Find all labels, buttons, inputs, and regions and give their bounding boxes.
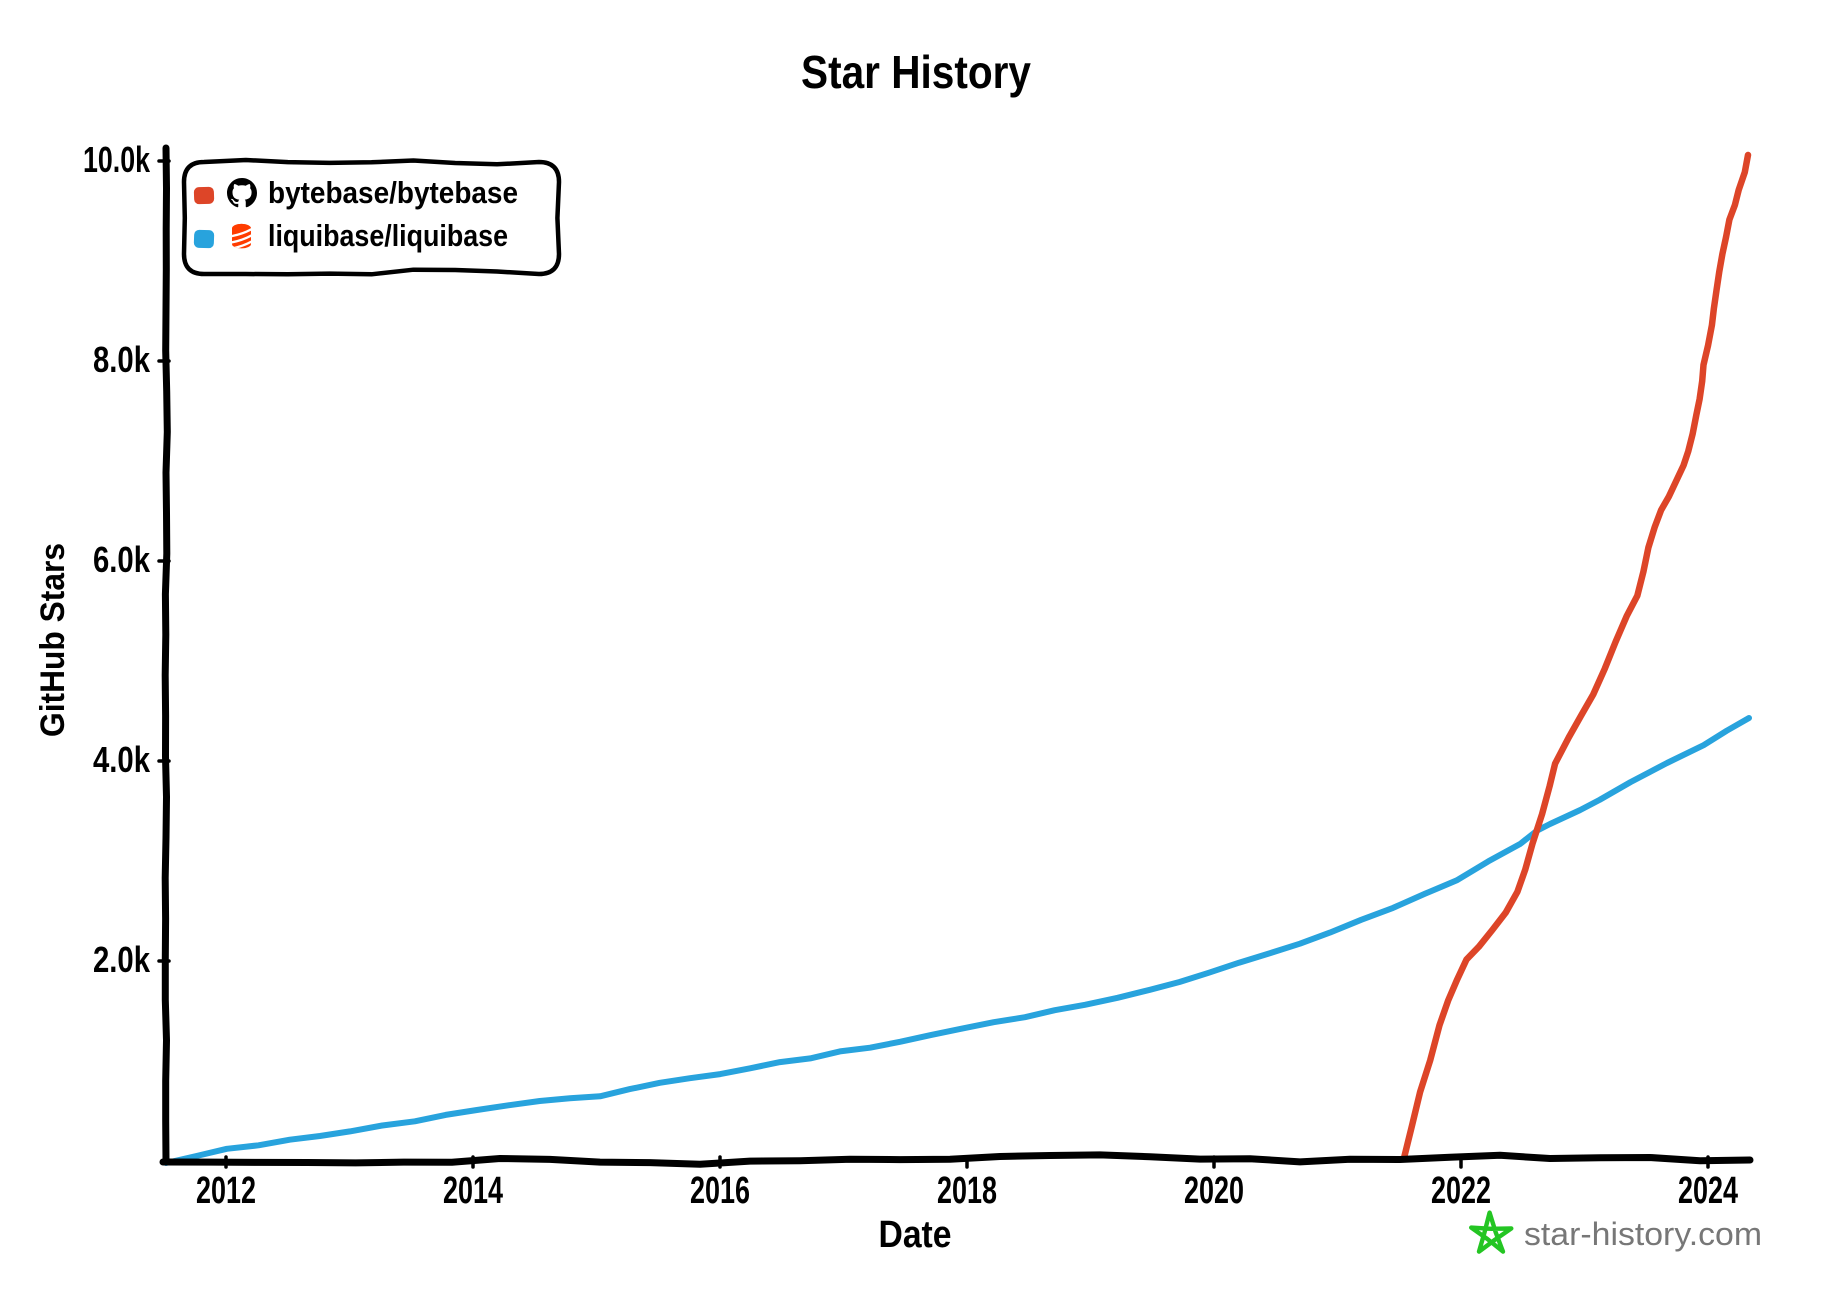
svg-text:Star History: Star History bbox=[801, 46, 1031, 98]
svg-text:6.0k: 6.0k bbox=[93, 539, 151, 580]
svg-text:2014: 2014 bbox=[443, 1170, 503, 1212]
svg-text:Date: Date bbox=[879, 1214, 952, 1256]
svg-text:4.0k: 4.0k bbox=[93, 739, 151, 780]
svg-text:2.0k: 2.0k bbox=[93, 939, 151, 980]
svg-text:2018: 2018 bbox=[937, 1170, 997, 1212]
svg-text:2022: 2022 bbox=[1431, 1170, 1491, 1212]
svg-text:bytebase/bytebase: bytebase/bytebase bbox=[268, 175, 518, 210]
svg-text:2020: 2020 bbox=[1184, 1170, 1244, 1212]
svg-text:10.0k: 10.0k bbox=[83, 139, 151, 180]
svg-text:2016: 2016 bbox=[690, 1170, 750, 1212]
svg-text:8.0k: 8.0k bbox=[93, 339, 151, 380]
svg-text:2024: 2024 bbox=[1678, 1170, 1738, 1212]
svg-text:liquibase/liquibase: liquibase/liquibase bbox=[268, 218, 508, 253]
svg-text:2012: 2012 bbox=[196, 1170, 256, 1212]
svg-text:star-history.com: star-history.com bbox=[1524, 1216, 1762, 1252]
svg-text:GitHub Stars: GitHub Stars bbox=[34, 543, 72, 737]
